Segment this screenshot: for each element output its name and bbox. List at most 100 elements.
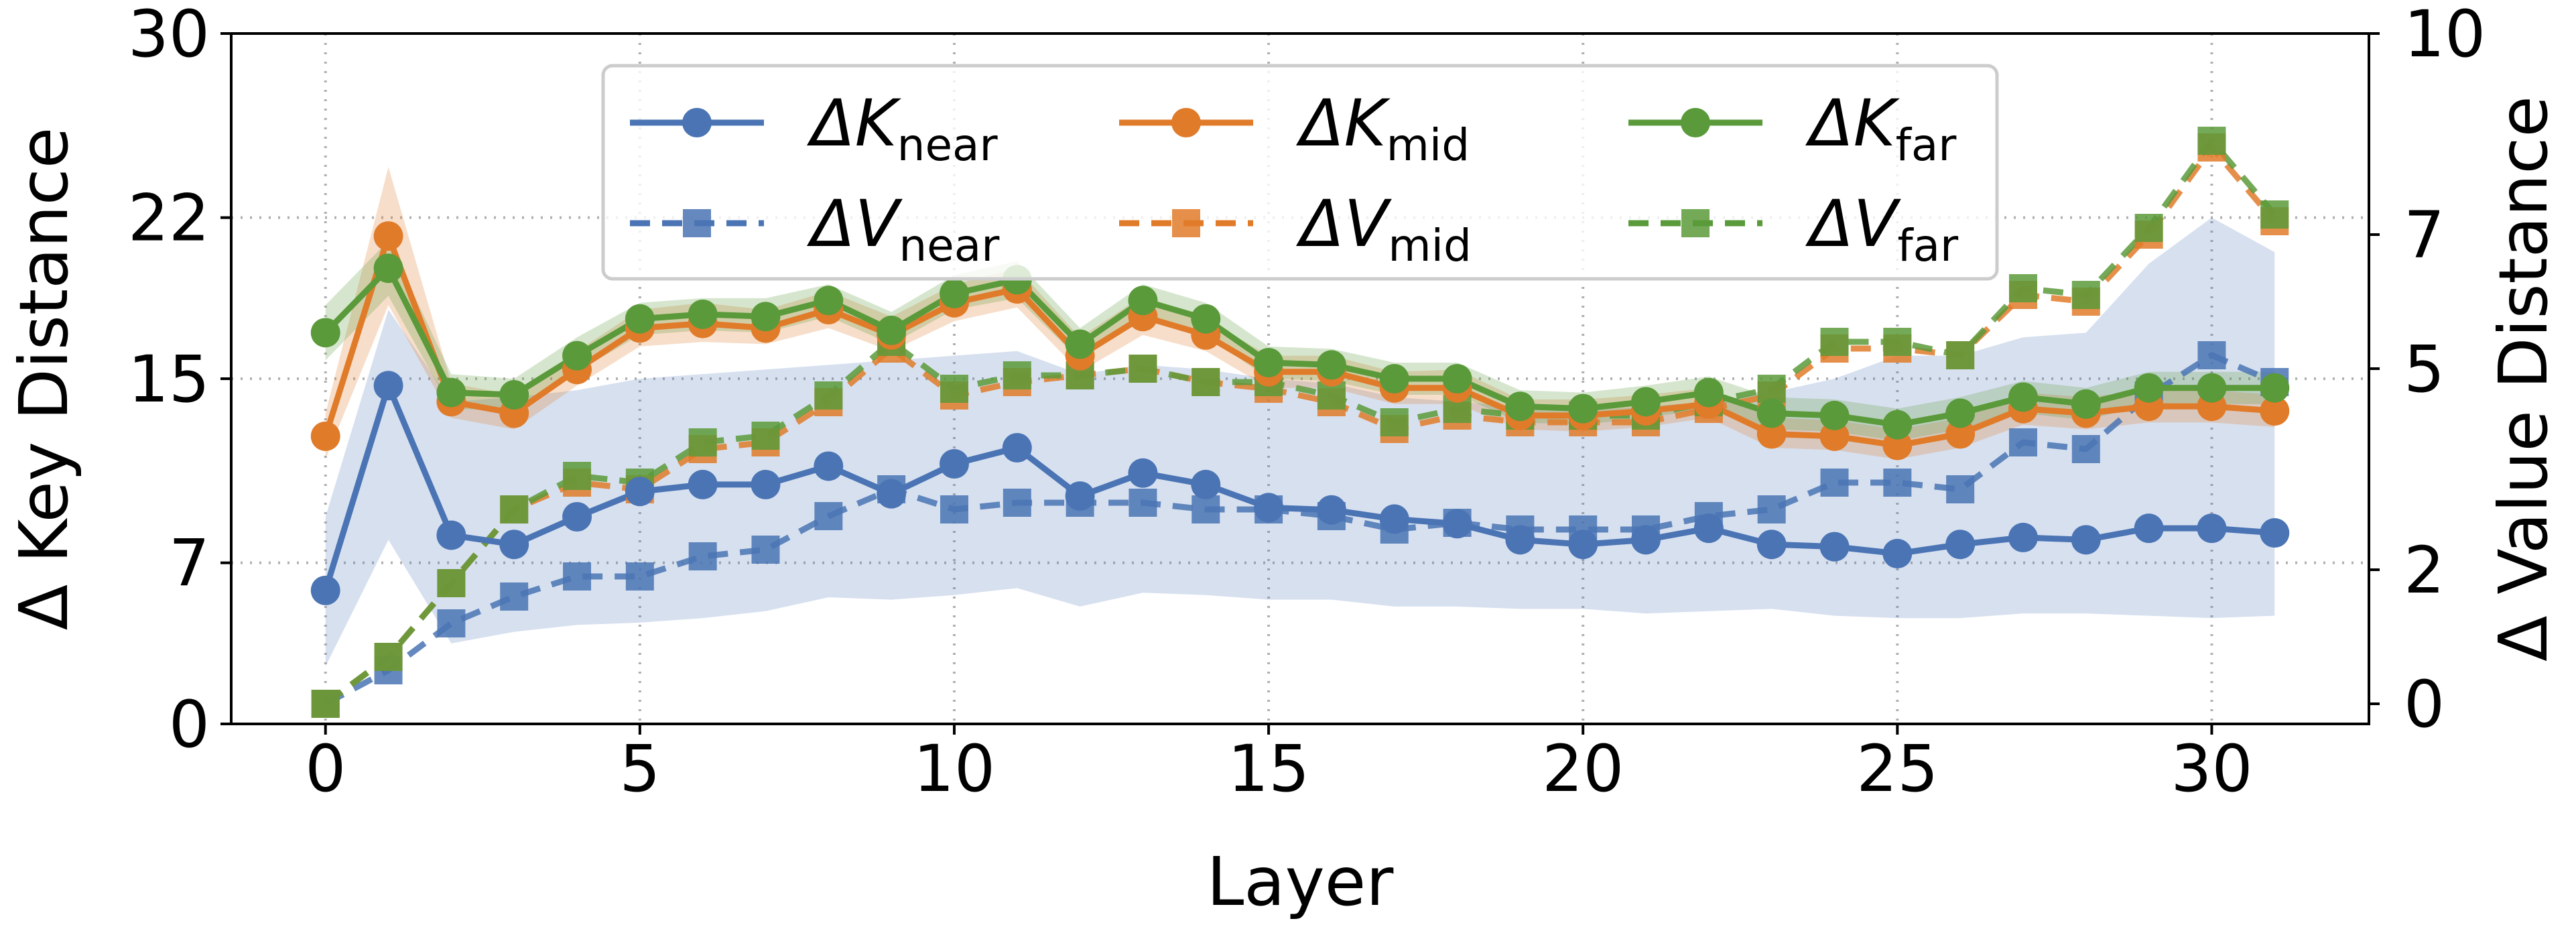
- point-k_near: [2197, 513, 2227, 544]
- point-k_near: [1568, 530, 1598, 560]
- point-v_near: [688, 542, 717, 570]
- point-v_far: [1380, 408, 1409, 436]
- point-v_near: [751, 536, 780, 564]
- point-v_far: [1003, 361, 1031, 389]
- y-left-tick-label: 15: [128, 342, 210, 417]
- x-tick-label: 20: [1542, 731, 1624, 806]
- point-v_far: [374, 643, 403, 671]
- point-v_near: [1129, 489, 1157, 517]
- point-v_near: [2197, 341, 2226, 369]
- point-k_far: [1316, 350, 1346, 380]
- point-k_near: [1316, 495, 1346, 525]
- point-k_near: [1254, 493, 1284, 523]
- legend-label-v_near: ΔVnear: [806, 186, 1000, 271]
- point-k_near: [1756, 530, 1787, 560]
- point-v_far: [1820, 328, 1849, 356]
- point-k_far: [436, 377, 466, 408]
- point-v_far: [940, 375, 968, 403]
- point-k_near: [436, 520, 466, 550]
- point-k_near: [2008, 522, 2038, 552]
- point-k_mid: [2260, 396, 2290, 426]
- x-tick-label: 30: [2171, 731, 2252, 806]
- point-k_far: [1819, 400, 1850, 430]
- point-k_far: [2134, 373, 2164, 403]
- point-v_near: [940, 495, 968, 523]
- point-v_near: [1003, 489, 1031, 517]
- legend-marker-k_mid: [1171, 108, 1201, 137]
- y-left-tick-label: 7: [169, 526, 210, 601]
- point-k_near: [2134, 513, 2164, 544]
- point-v_far: [814, 381, 843, 410]
- point-k_far: [877, 315, 907, 345]
- x-tick-label: 15: [1228, 731, 1309, 806]
- point-k_near: [562, 502, 592, 532]
- point-k_near: [1945, 530, 1976, 560]
- point-k_far: [499, 380, 529, 410]
- x-tick-label: 10: [913, 731, 995, 806]
- point-v_near: [2008, 428, 2037, 456]
- y-right-tick-label: 10: [2404, 0, 2486, 72]
- point-k_near: [1819, 532, 1850, 562]
- point-k_near: [625, 477, 655, 507]
- point-k_far: [625, 304, 655, 334]
- point-k_far: [1568, 393, 1598, 424]
- point-k_mid: [310, 421, 340, 451]
- x-axis-label: Layer: [1207, 843, 1395, 921]
- point-v_near: [563, 562, 592, 591]
- point-k_far: [310, 318, 340, 348]
- point-v_near: [625, 562, 654, 591]
- point-k_far: [1756, 398, 1787, 428]
- point-k_near: [1379, 504, 1409, 534]
- point-k_far: [688, 299, 718, 329]
- point-k_near: [1882, 538, 1913, 568]
- point-v_far: [500, 495, 529, 523]
- point-k_far: [562, 341, 592, 371]
- point-k_far: [373, 253, 403, 284]
- point-k_near: [814, 451, 844, 481]
- point-k_mid: [373, 221, 403, 251]
- legend-marker-k_near: [682, 108, 712, 137]
- point-v_far: [2260, 200, 2289, 229]
- point-v_near: [1946, 475, 1975, 503]
- point-v_far: [1192, 368, 1220, 396]
- y-left-axis-label: Δ Key Distance: [5, 127, 83, 631]
- point-k_mid: [1756, 419, 1787, 449]
- y-left-tick-label: 22: [128, 181, 210, 256]
- legend-marker-v_mid: [1172, 209, 1200, 237]
- point-k_near: [751, 469, 781, 499]
- point-k_far: [751, 302, 781, 332]
- legend-label-k_far: ΔKfar: [1805, 86, 1957, 171]
- point-k_near: [688, 469, 718, 499]
- point-v_near: [1883, 469, 1912, 497]
- point-v_far: [2071, 281, 2100, 309]
- y-right-tick-label: 0: [2404, 667, 2445, 742]
- band-k_far: [325, 241, 2275, 441]
- point-v_near: [1757, 495, 1786, 523]
- legend-marker-k_far: [1681, 108, 1710, 137]
- point-k_far: [1442, 364, 1472, 393]
- legend-label-k_mid: ΔKmid: [1295, 86, 1470, 171]
- point-v_near: [500, 582, 529, 611]
- point-k_far: [939, 278, 969, 308]
- point-k_near: [1505, 525, 1535, 555]
- legend-marker-v_far: [1681, 209, 1710, 237]
- y-right-tick-label: 7: [2404, 198, 2445, 273]
- y-right-tick-label: 2: [2404, 533, 2445, 608]
- point-v_far: [1129, 355, 1157, 383]
- point-k_far: [1945, 398, 1976, 428]
- point-v_far: [1946, 341, 1975, 369]
- x-tick-label: 5: [619, 731, 660, 806]
- point-k_far: [2260, 373, 2290, 403]
- legend-marker-v_near: [683, 209, 711, 237]
- point-k_near: [1002, 433, 1032, 462]
- point-k_near: [1693, 513, 1724, 544]
- point-v_near: [2071, 435, 2100, 463]
- point-k_far: [1693, 377, 1724, 408]
- point-k_far: [2008, 382, 2038, 412]
- legend-label-k_near: ΔKnear: [806, 86, 999, 171]
- x-tick-label: 0: [305, 731, 346, 806]
- point-v_near: [1820, 469, 1849, 497]
- point-v_far: [2197, 127, 2226, 155]
